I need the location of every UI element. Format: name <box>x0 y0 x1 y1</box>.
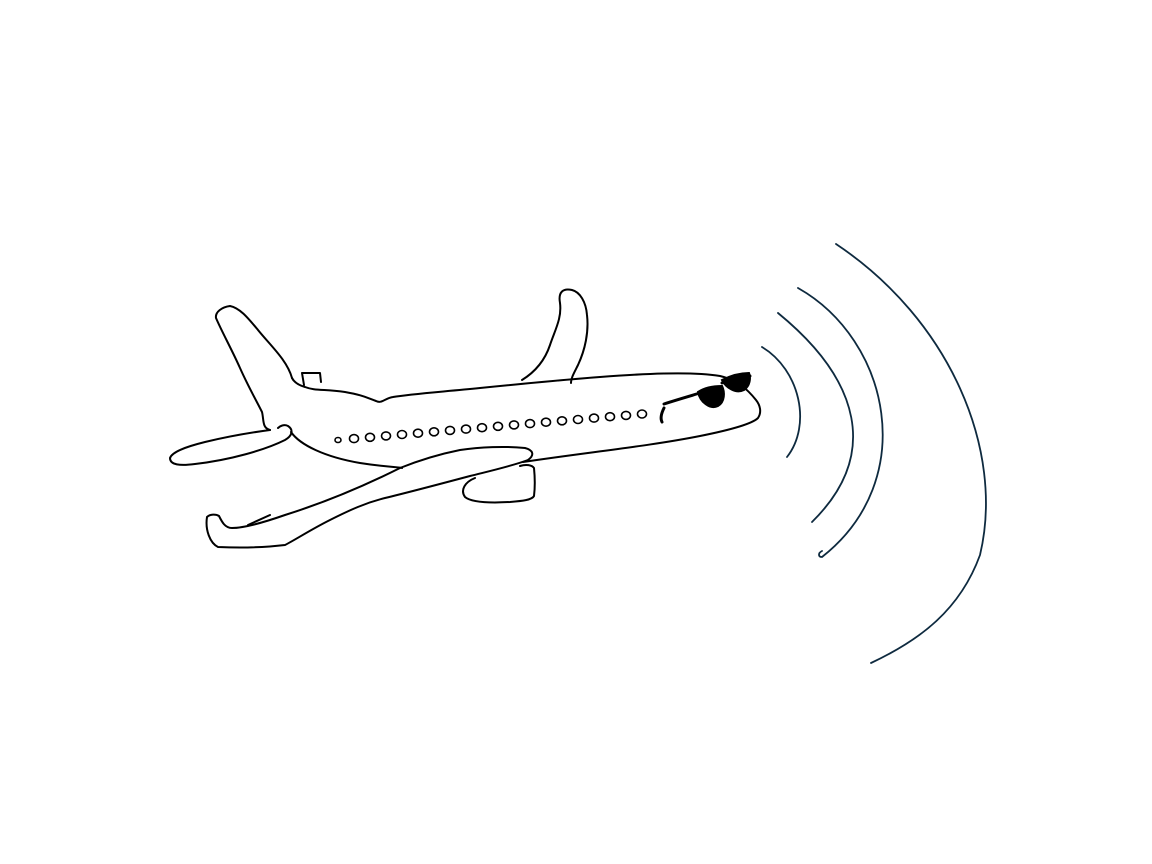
airplane-winglet <box>247 514 271 526</box>
airplane-window <box>524 418 536 429</box>
airplane-window <box>444 425 456 436</box>
airplane-window <box>620 410 632 421</box>
airplane-window <box>348 433 360 444</box>
airplane-window <box>604 411 616 422</box>
sound-wave-3 <box>797 287 884 558</box>
sunglasses <box>659 371 752 424</box>
airplane-window <box>572 414 584 425</box>
airplane-lower-wing <box>205 445 534 549</box>
airplane-window <box>396 429 408 440</box>
sunglasses-lens-right <box>720 371 751 393</box>
airplane-window <box>588 413 600 423</box>
airplane-windows <box>334 409 648 444</box>
airplane-dorsal-bump <box>301 372 322 386</box>
airplane <box>169 288 762 549</box>
airplane-window <box>412 428 424 439</box>
airplane-engine <box>462 463 536 504</box>
airplane-window <box>508 420 520 430</box>
sunglasses-lens-left <box>696 384 725 408</box>
sound-wave-1 <box>761 346 801 458</box>
airplane-fuselage <box>290 372 762 469</box>
airplane-window <box>334 436 342 444</box>
sunglasses-arm <box>659 406 666 424</box>
airplane-window <box>636 409 648 419</box>
airplane-window <box>428 426 440 437</box>
sound-wave-4 <box>835 243 987 664</box>
airplane-window <box>476 422 488 433</box>
airplane-horizontal-stabilizer <box>169 424 293 466</box>
airplane-window <box>380 431 392 441</box>
sound-waves <box>761 243 987 664</box>
airplane-window <box>540 417 552 428</box>
airplane-window <box>492 421 504 432</box>
airplane-window <box>460 424 472 434</box>
airplane-window <box>556 415 568 426</box>
sound-wave-2 <box>777 312 854 523</box>
airplane-window <box>364 432 376 443</box>
airplane-upper-wing <box>521 288 589 384</box>
airplane-tail-fin <box>214 305 293 431</box>
